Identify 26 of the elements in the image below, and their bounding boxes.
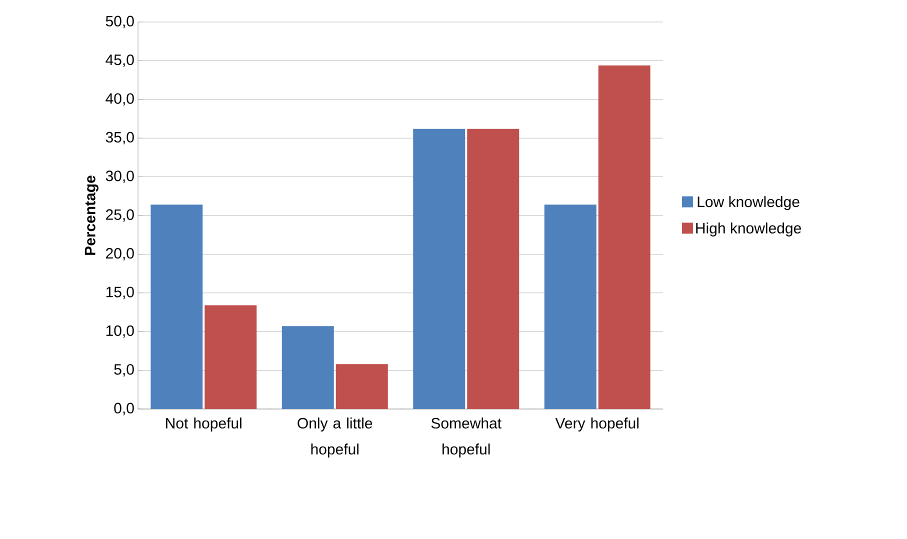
bar (150, 204, 203, 409)
x-tick-label: Somewhat hopeful (431, 418, 502, 458)
x-tick-label: Very hopeful (555, 418, 638, 432)
y-tick-label: 35,0 (106, 132, 134, 144)
y-tick-label: 0,0 (114, 402, 134, 416)
y-tick-label: 30,0 (106, 170, 134, 183)
y-tick-label: 45,0 (106, 54, 134, 67)
x-tick-label: Only a little hopeful (298, 418, 372, 458)
bar (544, 204, 596, 409)
x-tick-label: Not hopeful (166, 418, 242, 432)
y-axis-title: Percentage (84, 176, 98, 255)
bar (598, 65, 650, 409)
y-tick-label: 5,0 (114, 364, 134, 376)
bar (282, 326, 334, 409)
legend-label: High knowledge (696, 222, 801, 236)
y-tick-label: 50,0 (106, 16, 134, 28)
bar (204, 305, 257, 409)
legend-label: Low knowledge (698, 196, 800, 210)
y-tick-label: 25,0 (106, 209, 134, 222)
bar (467, 128, 520, 409)
bar (336, 364, 388, 409)
y-tick-label: 20,0 (106, 248, 134, 260)
y-tick-label: 10,0 (106, 325, 134, 338)
y-tick-label: 15,0 (106, 286, 134, 300)
y-tick-label: 40,0 (106, 93, 134, 106)
bar (413, 128, 466, 409)
